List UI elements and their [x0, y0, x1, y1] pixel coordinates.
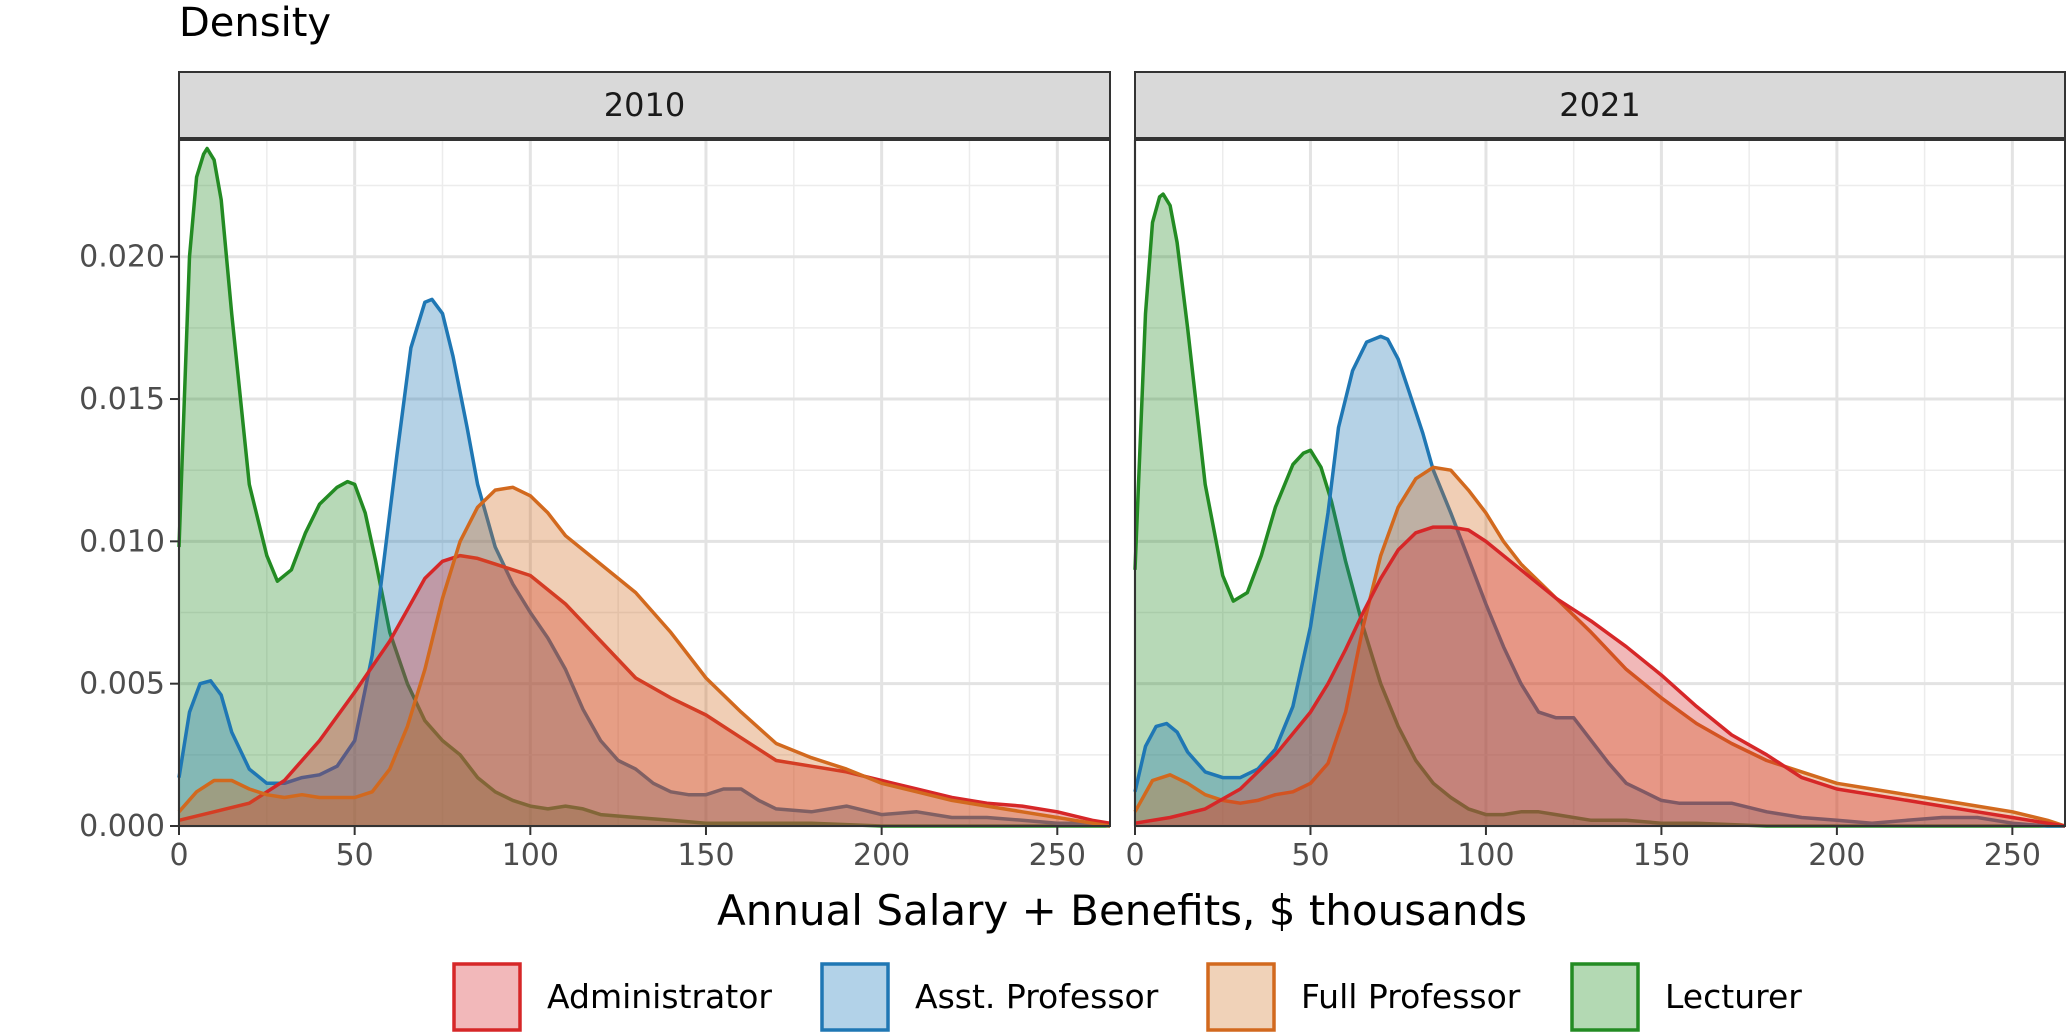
- density-line-administrator-2010: [178, 553, 1111, 825]
- y-axis-title: Density: [179, 0, 331, 46]
- density-area-asst-professor-2010: [179, 299, 1110, 826]
- strip-2010: [178, 71, 1111, 139]
- x-tick-label: 0: [169, 838, 188, 873]
- legend-key-asst-professor: [820, 962, 890, 1032]
- strip-label-2021: 2021: [1559, 86, 1640, 124]
- legend-label-lecturer: Lecturer: [1665, 977, 1802, 1016]
- x-tick-label: 250: [1029, 838, 1086, 873]
- strip-2021: [1134, 71, 2066, 139]
- density-line-asst-professor-2010: [177, 297, 1111, 828]
- y-tick-label: 0.005: [79, 667, 165, 702]
- x-ticks-2021: 0 50 100 150 200 250: [1125, 826, 2041, 873]
- legend: Administrator Asst. Professor Full Profess…: [452, 962, 1802, 1032]
- x-tick-label: 200: [1808, 838, 1865, 873]
- density-area-administrator-2021: [1135, 527, 2065, 826]
- x-tick-label: 150: [677, 838, 734, 873]
- panel-2021: 2021 0 50 100 150 200 250: [1125, 71, 2066, 873]
- density-line-full-professor-2021: [1133, 465, 2066, 828]
- x-tick-label: 50: [336, 838, 374, 873]
- x-tick-label: 0: [1125, 838, 1144, 873]
- density-line-lecturer-2010: [177, 146, 1110, 828]
- legend-key-full-professor: [1206, 962, 1276, 1032]
- density-area-full-professor-2021: [1135, 467, 2065, 826]
- density-line-full-professor-2010: [177, 485, 1111, 828]
- density-line-asst-professor-2021: [1133, 334, 2065, 828]
- strip-label-2010: 2010: [604, 86, 685, 124]
- y-tick-label: 0.015: [79, 382, 165, 417]
- density-area-lecturer-2021: [1135, 194, 2065, 827]
- panel-2010: 2010 0 50 100 150 200 250: [169, 71, 1111, 873]
- x-tick-label: 250: [1984, 838, 2041, 873]
- legend-key-lecturer: [1570, 962, 1640, 1032]
- legend-label-full-professor: Full Professor: [1301, 977, 1521, 1016]
- legend-label-administrator: Administrator: [547, 977, 772, 1016]
- x-tick-label: 150: [1633, 838, 1690, 873]
- density-area-asst-professor-2021: [1135, 336, 2065, 826]
- density-areas-2021: [1133, 192, 2066, 828]
- x-axis-title: Annual Salary + Benefits, $ thousands: [717, 886, 1527, 935]
- y-tick-label: 0.000: [79, 809, 165, 844]
- panel-border-2010: [178, 139, 1111, 827]
- y-axis-ticks: 0.000 0.005 0.010 0.015 0.020: [79, 240, 179, 844]
- grid-2010: [177, 140, 1110, 828]
- x-tick-label: 100: [1457, 838, 1514, 873]
- x-tick-label: 200: [853, 838, 910, 873]
- x-tick-label: 100: [502, 838, 559, 873]
- density-area-full-professor-2010: [179, 487, 1110, 826]
- y-tick-label: 0.020: [79, 240, 165, 275]
- density-area-lecturer-2010: [179, 148, 1110, 826]
- legend-label-asst-professor: Asst. Professor: [915, 977, 1159, 1016]
- legend-key-administrator: [452, 962, 522, 1032]
- panel-border-2021: [1134, 139, 2066, 827]
- x-tick-label: 50: [1291, 838, 1329, 873]
- y-tick-label: 0.010: [79, 524, 165, 559]
- x-ticks-2010: 0 50 100 150 200 250: [169, 826, 1086, 873]
- density-line-administrator-2021: [1134, 525, 2066, 828]
- density-area-administrator-2010: [179, 555, 1110, 826]
- density-areas-2010: [177, 146, 1111, 828]
